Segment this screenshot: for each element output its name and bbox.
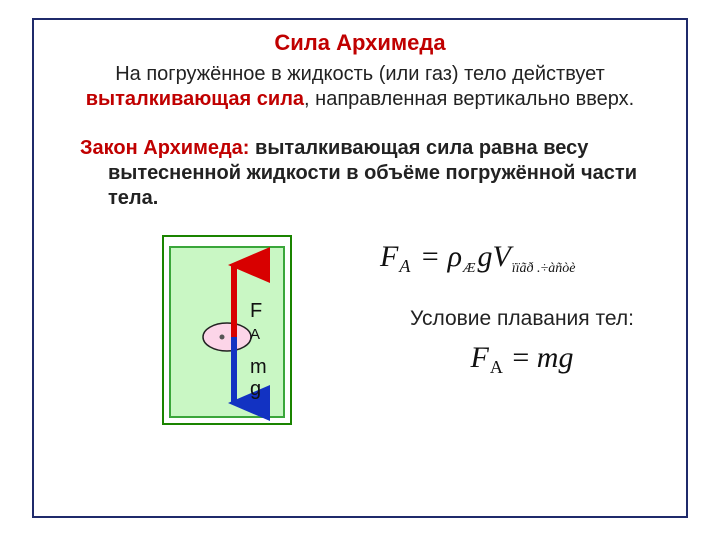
label-m: m (250, 356, 267, 378)
law-lead: Закон Архимеда: (80, 137, 249, 159)
fc-g: g (558, 341, 573, 374)
intro-tail: , направленная вертикально вверх. (304, 88, 634, 110)
slide-title: Сила Архимеда (52, 30, 668, 56)
floating-condition-label: Условие плавания тел: (352, 307, 692, 331)
slide-frame: Сила Архимеда На погружённое в жидкость … (32, 18, 688, 518)
fc-m: m (537, 341, 559, 374)
formula-floating-condition: FA = mg (352, 341, 692, 378)
fm-A: A (399, 256, 410, 276)
intro-paragraph: На погружённое в жидкость (или газ) тело… (64, 62, 656, 112)
intro-lead: На погружённое в жидкость (или газ) тело… (115, 63, 605, 85)
label-g: g (250, 378, 261, 400)
bottom-area: F A m g FA = ρÆgVïïãð .÷àñòè Условие пла… (52, 225, 668, 455)
intro-emph: выталкивающая сила (86, 88, 304, 110)
fm-F: F (380, 240, 398, 273)
fm-rho-sub: Æ (463, 261, 475, 276)
diagram-center-dot (220, 335, 225, 340)
fm-V: V (492, 240, 510, 273)
fm-eq: = (412, 240, 447, 273)
buoyancy-diagram: F A m g (162, 235, 292, 425)
fm-g: g (477, 240, 492, 273)
diagram-body (203, 323, 251, 351)
fc-eq: = (505, 341, 537, 374)
right-column: FA = ρÆgVïïãð .÷àñòè Условие плавания те… (352, 230, 692, 378)
fm-V-sub: ïïãð .÷àñòè (512, 261, 576, 276)
diagram-svg: F A m g (164, 237, 290, 423)
fc-A: A (490, 357, 503, 377)
fm-rho: ρ (448, 240, 462, 273)
fc-F: F (471, 341, 489, 374)
label-A: A (250, 326, 260, 343)
law-paragraph: Закон Архимеда: выталкивающая сила равна… (80, 136, 668, 211)
formula-main: FA = ρÆgVïïãð .÷àñòè (380, 240, 692, 277)
label-F: F (250, 300, 262, 322)
